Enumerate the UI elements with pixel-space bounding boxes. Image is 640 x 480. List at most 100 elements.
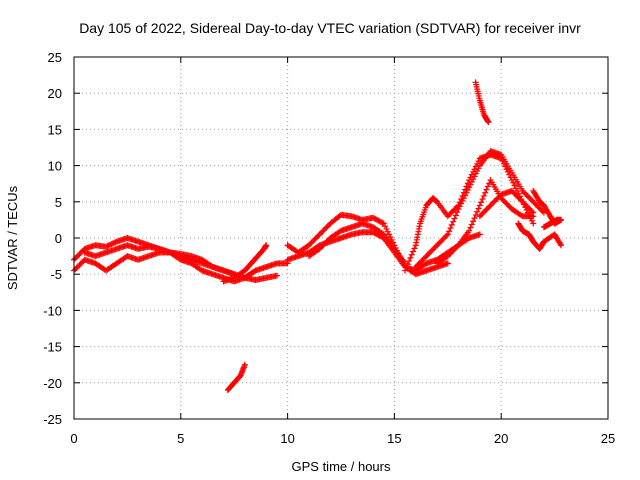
data-point (531, 200, 538, 207)
data-point (384, 228, 391, 235)
data-point (320, 241, 327, 248)
data-point (73, 254, 80, 261)
series-track-e (241, 260, 291, 281)
data-point (379, 230, 386, 237)
data-point (471, 215, 478, 222)
data-point (471, 173, 478, 180)
y-axis-label: SDTVAR / TECUs (5, 185, 20, 290)
data-point (503, 166, 510, 173)
data-point (380, 220, 387, 227)
data-point (503, 200, 510, 207)
data-point (524, 204, 531, 211)
data-point (444, 260, 451, 267)
x-tick-label: 20 (494, 431, 508, 446)
data-point (403, 264, 410, 271)
data-point (317, 230, 324, 237)
data-point (424, 251, 431, 258)
series-track-j (412, 148, 547, 270)
data-point (432, 243, 439, 250)
data-point (512, 185, 519, 192)
data-point (416, 259, 423, 266)
data-point (411, 245, 418, 252)
data-point (419, 257, 426, 264)
data-point (442, 234, 449, 241)
data-point (386, 231, 393, 238)
data-point (439, 236, 446, 243)
data-point (450, 207, 457, 214)
data-point (444, 213, 451, 220)
x-tick-label: 15 (387, 431, 401, 446)
data-point (379, 219, 386, 226)
data-point (464, 180, 471, 187)
data-point (557, 240, 564, 247)
data-point (504, 168, 511, 175)
data-point (447, 210, 454, 217)
data-point (447, 225, 454, 232)
data-point (478, 211, 485, 218)
data-point (464, 235, 471, 242)
data-point (508, 187, 515, 194)
data-point (528, 197, 535, 204)
data-point (483, 206, 490, 213)
data-point (412, 263, 419, 270)
data-point (452, 244, 459, 251)
series-track-l (476, 187, 537, 220)
data-point (454, 243, 461, 250)
data-point (516, 196, 523, 203)
data-point (324, 237, 331, 244)
data-point (468, 178, 475, 185)
data-point (487, 202, 494, 209)
data-point (464, 187, 471, 194)
data-point (444, 253, 451, 260)
y-tick-label: 10 (48, 159, 62, 174)
data-point (108, 241, 115, 248)
data-point (317, 244, 324, 251)
data-point (446, 211, 453, 218)
data-point (514, 187, 521, 194)
data-point (336, 228, 343, 235)
data-point (305, 242, 312, 249)
data-point (263, 242, 270, 249)
data-point (475, 205, 482, 212)
data-point (486, 180, 493, 187)
data-point (446, 228, 453, 235)
data-point (520, 189, 527, 196)
data-point (408, 251, 415, 258)
data-point (431, 244, 438, 251)
data-point (476, 213, 483, 220)
data-point (402, 267, 409, 274)
data-point (526, 205, 533, 212)
data-point (512, 192, 519, 199)
chart-title: Day 105 of 2022, Sidereal Day-to-day VTE… (79, 20, 581, 36)
x-axis-label: GPS time / hours (292, 459, 391, 474)
data-point (478, 199, 485, 206)
data-point (319, 228, 326, 235)
data-point (472, 211, 479, 218)
data-point (72, 255, 79, 262)
data-point (514, 193, 521, 200)
data-point (404, 261, 411, 268)
data-point (422, 261, 429, 268)
data-point (107, 241, 114, 248)
data-point (447, 250, 454, 257)
data-point (440, 235, 447, 242)
data-point (524, 193, 531, 200)
series-track-n (224, 361, 248, 394)
data-point (448, 249, 455, 256)
data-point (482, 207, 489, 214)
data-point (430, 246, 437, 253)
data-point (316, 245, 323, 252)
data-point (176, 255, 183, 262)
data-point (484, 205, 491, 212)
data-point (482, 189, 489, 196)
data-point (530, 220, 537, 227)
series-track-g (284, 211, 451, 278)
data-point (502, 199, 509, 206)
data-point (452, 212, 459, 219)
data-point (316, 231, 323, 238)
x-tick-label: 5 (177, 431, 184, 446)
data-point (470, 218, 477, 225)
data-point (511, 182, 518, 189)
data-point (475, 165, 482, 172)
